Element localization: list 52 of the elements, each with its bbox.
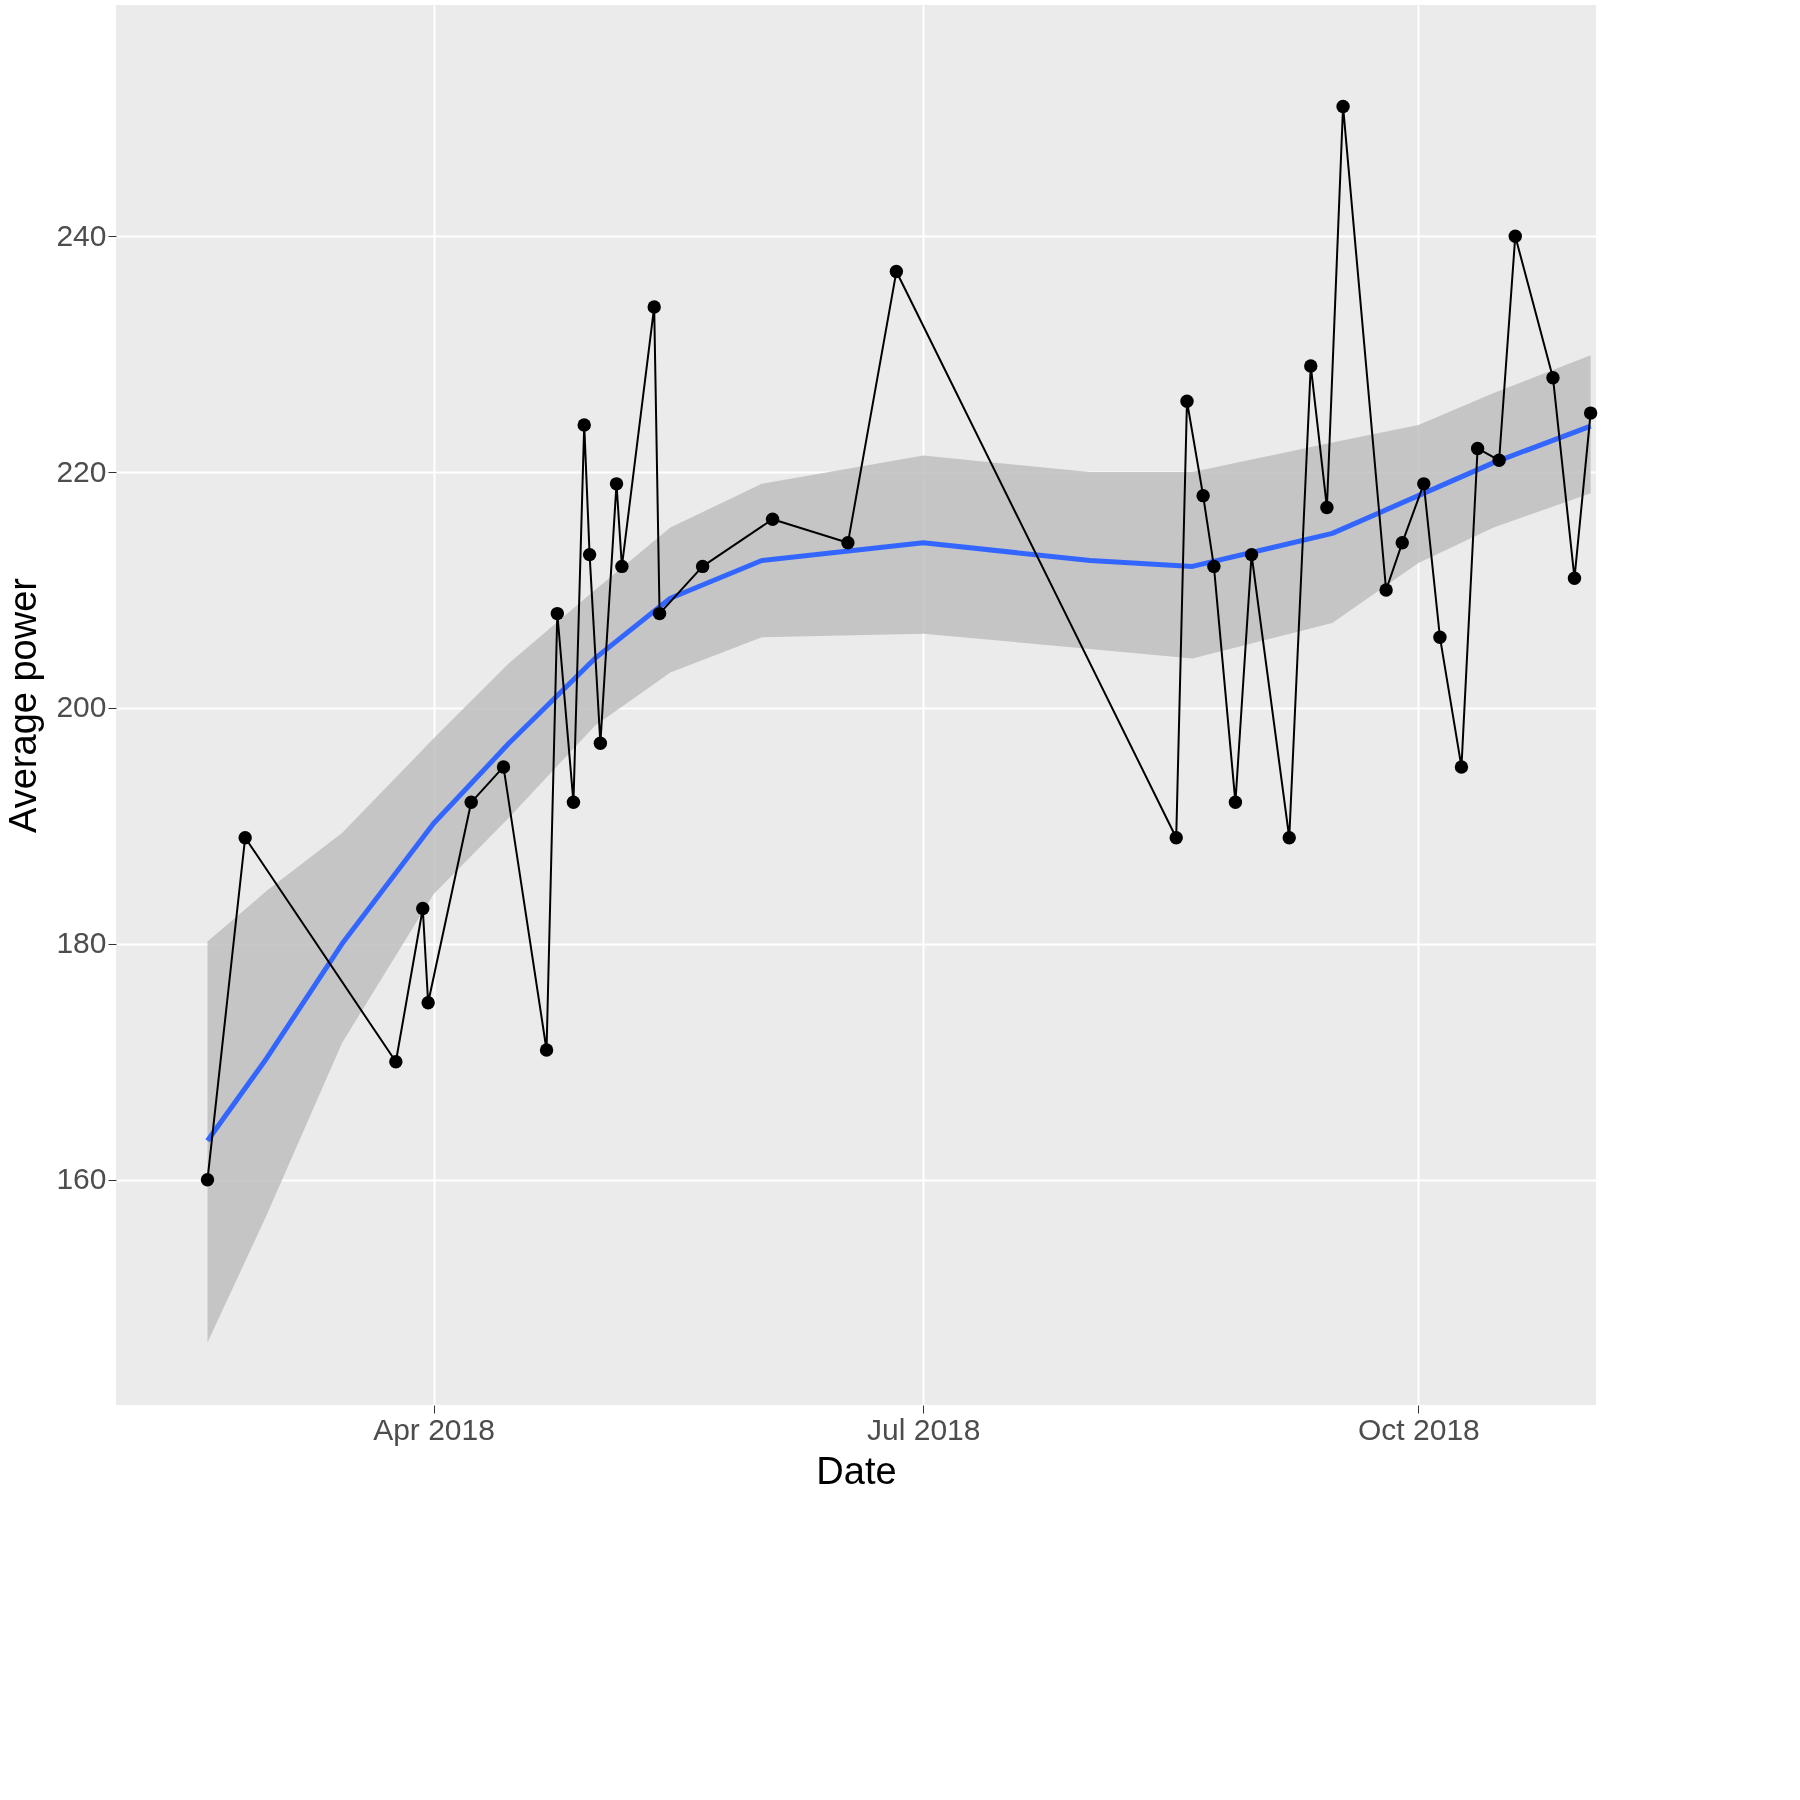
point bbox=[695, 559, 710, 574]
point bbox=[1180, 394, 1194, 408]
point bbox=[889, 264, 904, 279]
point bbox=[1207, 559, 1221, 574]
y-tick-label: 240 bbox=[56, 218, 107, 252]
point bbox=[1583, 406, 1598, 420]
point bbox=[566, 795, 581, 809]
point bbox=[609, 477, 624, 491]
point bbox=[1433, 630, 1447, 644]
point bbox=[593, 736, 608, 751]
point bbox=[389, 1055, 403, 1069]
point bbox=[200, 1173, 215, 1187]
point bbox=[1546, 371, 1560, 385]
point bbox=[238, 830, 252, 845]
point bbox=[1567, 571, 1582, 585]
point bbox=[1470, 441, 1485, 456]
y-tick-label: 220 bbox=[56, 454, 107, 488]
y-axis-title: Average power bbox=[2, 577, 45, 833]
point bbox=[1395, 536, 1409, 550]
point bbox=[539, 1043, 554, 1057]
y-tick-label: 160 bbox=[56, 1162, 107, 1196]
point bbox=[1244, 547, 1259, 562]
point bbox=[615, 559, 629, 574]
point bbox=[416, 901, 430, 916]
point bbox=[1304, 359, 1318, 373]
point bbox=[1282, 830, 1296, 845]
x-tick-label: Apr 2018 bbox=[373, 1412, 495, 1446]
point bbox=[1169, 830, 1183, 845]
point bbox=[582, 547, 597, 562]
point bbox=[1417, 477, 1431, 491]
x-tick-label: Jul 2018 bbox=[867, 1412, 981, 1446]
point bbox=[421, 996, 435, 1010]
point bbox=[1508, 229, 1522, 243]
point bbox=[577, 418, 591, 432]
point bbox=[1196, 488, 1210, 503]
x-tick-label: Oct 2018 bbox=[1358, 1412, 1480, 1446]
point bbox=[652, 606, 667, 621]
point bbox=[550, 606, 565, 621]
point bbox=[1454, 760, 1469, 774]
point bbox=[1320, 500, 1334, 515]
y-tick-label: 180 bbox=[56, 926, 107, 960]
point bbox=[1379, 583, 1393, 597]
point bbox=[464, 795, 478, 809]
point bbox=[765, 512, 780, 526]
x-axis-title: Date bbox=[816, 1449, 897, 1492]
point bbox=[841, 536, 855, 550]
point bbox=[1228, 795, 1243, 809]
point bbox=[1492, 453, 1506, 467]
point bbox=[647, 300, 661, 314]
y-tick-label: 200 bbox=[56, 690, 107, 724]
point bbox=[496, 760, 511, 774]
point bbox=[1336, 99, 1350, 114]
